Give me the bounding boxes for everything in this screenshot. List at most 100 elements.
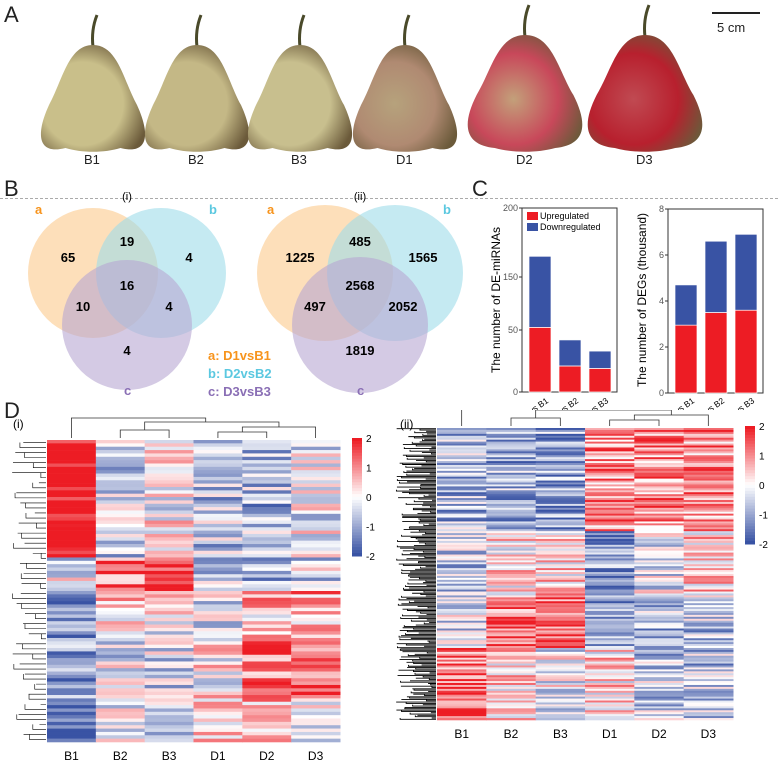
heatmap-cell [437,445,487,448]
heatmap-cell [437,439,487,442]
heatmap-cell [634,445,685,448]
heatmap-cell [144,483,194,488]
heatmap-cell [486,498,537,501]
heatmap-cell [585,609,635,612]
heatmap-cell [683,439,734,442]
heatmap-cell [585,463,635,466]
heatmap-cell [683,548,734,551]
heatmap-cell [683,644,734,647]
heatmap-cell [683,572,734,575]
heatmap-cell [585,552,635,555]
heatmap-cell [535,663,586,666]
heatmap-cell [242,587,292,592]
heatmap-cell [437,468,487,472]
heatmap-cell [634,640,685,643]
heatmap-cell [634,533,685,536]
heatmap-cell [291,527,341,531]
heatmap-cell [585,599,635,602]
bar-upregulated [528,327,552,393]
heatmap-title: (i) [13,417,24,431]
colorbar-tick: 1 [759,452,765,463]
heatmap-cell [291,446,341,451]
heatmap-cell [683,610,734,614]
column-label: B1 [454,727,469,741]
heatmap-cell [634,507,685,511]
bar-upregulated [734,309,758,394]
heatmap-cell [144,503,194,508]
heatmap-cell [486,433,537,437]
heatmap-cell [242,486,292,491]
heatmap-cell [585,634,635,637]
heatmap-cell [634,564,685,567]
heatmap-cell [683,651,734,655]
heatmap-cell [683,663,734,666]
heatmap-cell [535,568,586,571]
heatmap-cell [47,470,97,474]
heatmap-cell [193,513,243,518]
heatmap-cell [242,701,292,706]
heatmap-cell [535,572,586,575]
heatmap-cell [486,501,537,505]
heatmap-cell [95,537,146,541]
heatmap-cell [437,447,487,450]
set-label-b: b [443,202,451,217]
heatmap-cell [144,440,194,444]
colorbar-segment [352,467,362,471]
heatmap-cell [634,490,685,493]
heatmap-cell [535,702,586,705]
heatmap-cell [486,535,537,538]
colorbar-segment [352,440,362,445]
heatmap-cell [585,626,635,629]
heatmap-cell [144,507,194,511]
heatmap-cell [486,461,537,464]
heatmap-cell [535,591,586,594]
heatmap-cell [193,557,243,562]
heatmap-cell [486,718,537,721]
fruit-B1 [40,45,146,152]
colorbar-segment [352,497,362,501]
heatmap-cell [242,564,292,568]
heatmap-cell [486,593,537,596]
heatmap-cell [437,542,487,546]
heatmap-cell [634,595,685,598]
heatmap-cell [486,659,537,662]
heatmap-cell [47,688,97,692]
heatmap-cell [95,684,146,689]
heatmap-cell [95,490,146,494]
heatmap-cell [437,601,487,604]
heatmap-cell [291,594,341,599]
heatmap-cell [193,443,243,448]
heatmap-cell [291,617,341,622]
heatmap-cell [585,519,635,522]
heatmap-cell [291,644,341,649]
heatmap-cell [585,470,635,474]
heatmap-cell [535,636,586,639]
heatmap-cell [242,490,292,494]
heatmap-cell [535,546,586,549]
legend-swatch [527,212,538,220]
heatmap-cell [193,594,243,599]
heatmap-cell [683,494,734,497]
heatmap-cell [242,497,292,501]
heatmap-cell [634,704,685,707]
heatmap-cell [486,476,537,479]
heatmap-cell [242,611,292,615]
column-label: D3 [308,749,324,761]
heatmap-cell [291,695,341,699]
heatmap-cell [193,637,243,642]
heatmap-cell [193,480,243,484]
heatmap-cell [486,435,537,439]
colorbar-segment [352,511,362,516]
heatmap-cell [634,657,685,660]
heatmap-cell [634,472,685,476]
heatmap-cell [486,706,537,709]
heatmap-cell [486,601,537,604]
heatmap-cell [95,654,146,659]
heatmap-cell [193,728,243,733]
heatmap-cell [95,574,146,578]
heatmap-cell [95,678,146,682]
colorbar-segment [745,517,755,521]
colorbar-segment [352,452,362,457]
heatmap-cell [291,513,341,518]
heatmap-cell [585,706,635,709]
